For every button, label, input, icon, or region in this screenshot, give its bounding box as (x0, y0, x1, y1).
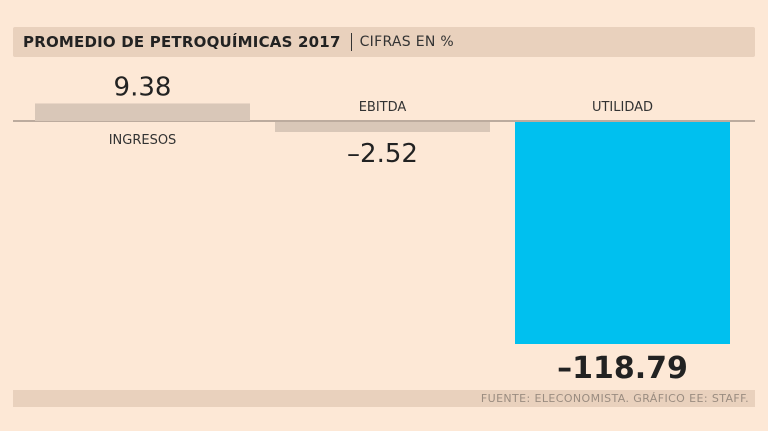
value-label-ingresos: 9.38 (114, 72, 172, 102)
chart-title: PROMEDIO DE PETROQUÍMICAS 2017 (23, 33, 341, 51)
category-label-ebitda: EBITDA (359, 100, 407, 115)
category-label-utilidad: UTILIDAD (592, 100, 653, 115)
bar-ingresos (35, 103, 250, 121)
chart-header: PROMEDIO DE PETROQUÍMICAS 2017 CIFRAS EN… (13, 27, 755, 57)
chart-footer: FUENTE: ELECONOMISTA. GRÁFICO EE: STAFF. (13, 390, 755, 407)
value-label-ebitda: –2.52 (347, 139, 418, 169)
bar-ebitda (275, 122, 490, 132)
category-label-ingresos: INGRESOS (109, 133, 177, 148)
bar-utilidad (515, 122, 730, 344)
chart-subtitle: CIFRAS EN % (359, 34, 454, 50)
header-separator (350, 33, 352, 51)
value-label-utilidad: –118.79 (557, 351, 688, 386)
source-note: FUENTE: ELECONOMISTA. GRÁFICO EE: STAFF. (480, 392, 749, 405)
